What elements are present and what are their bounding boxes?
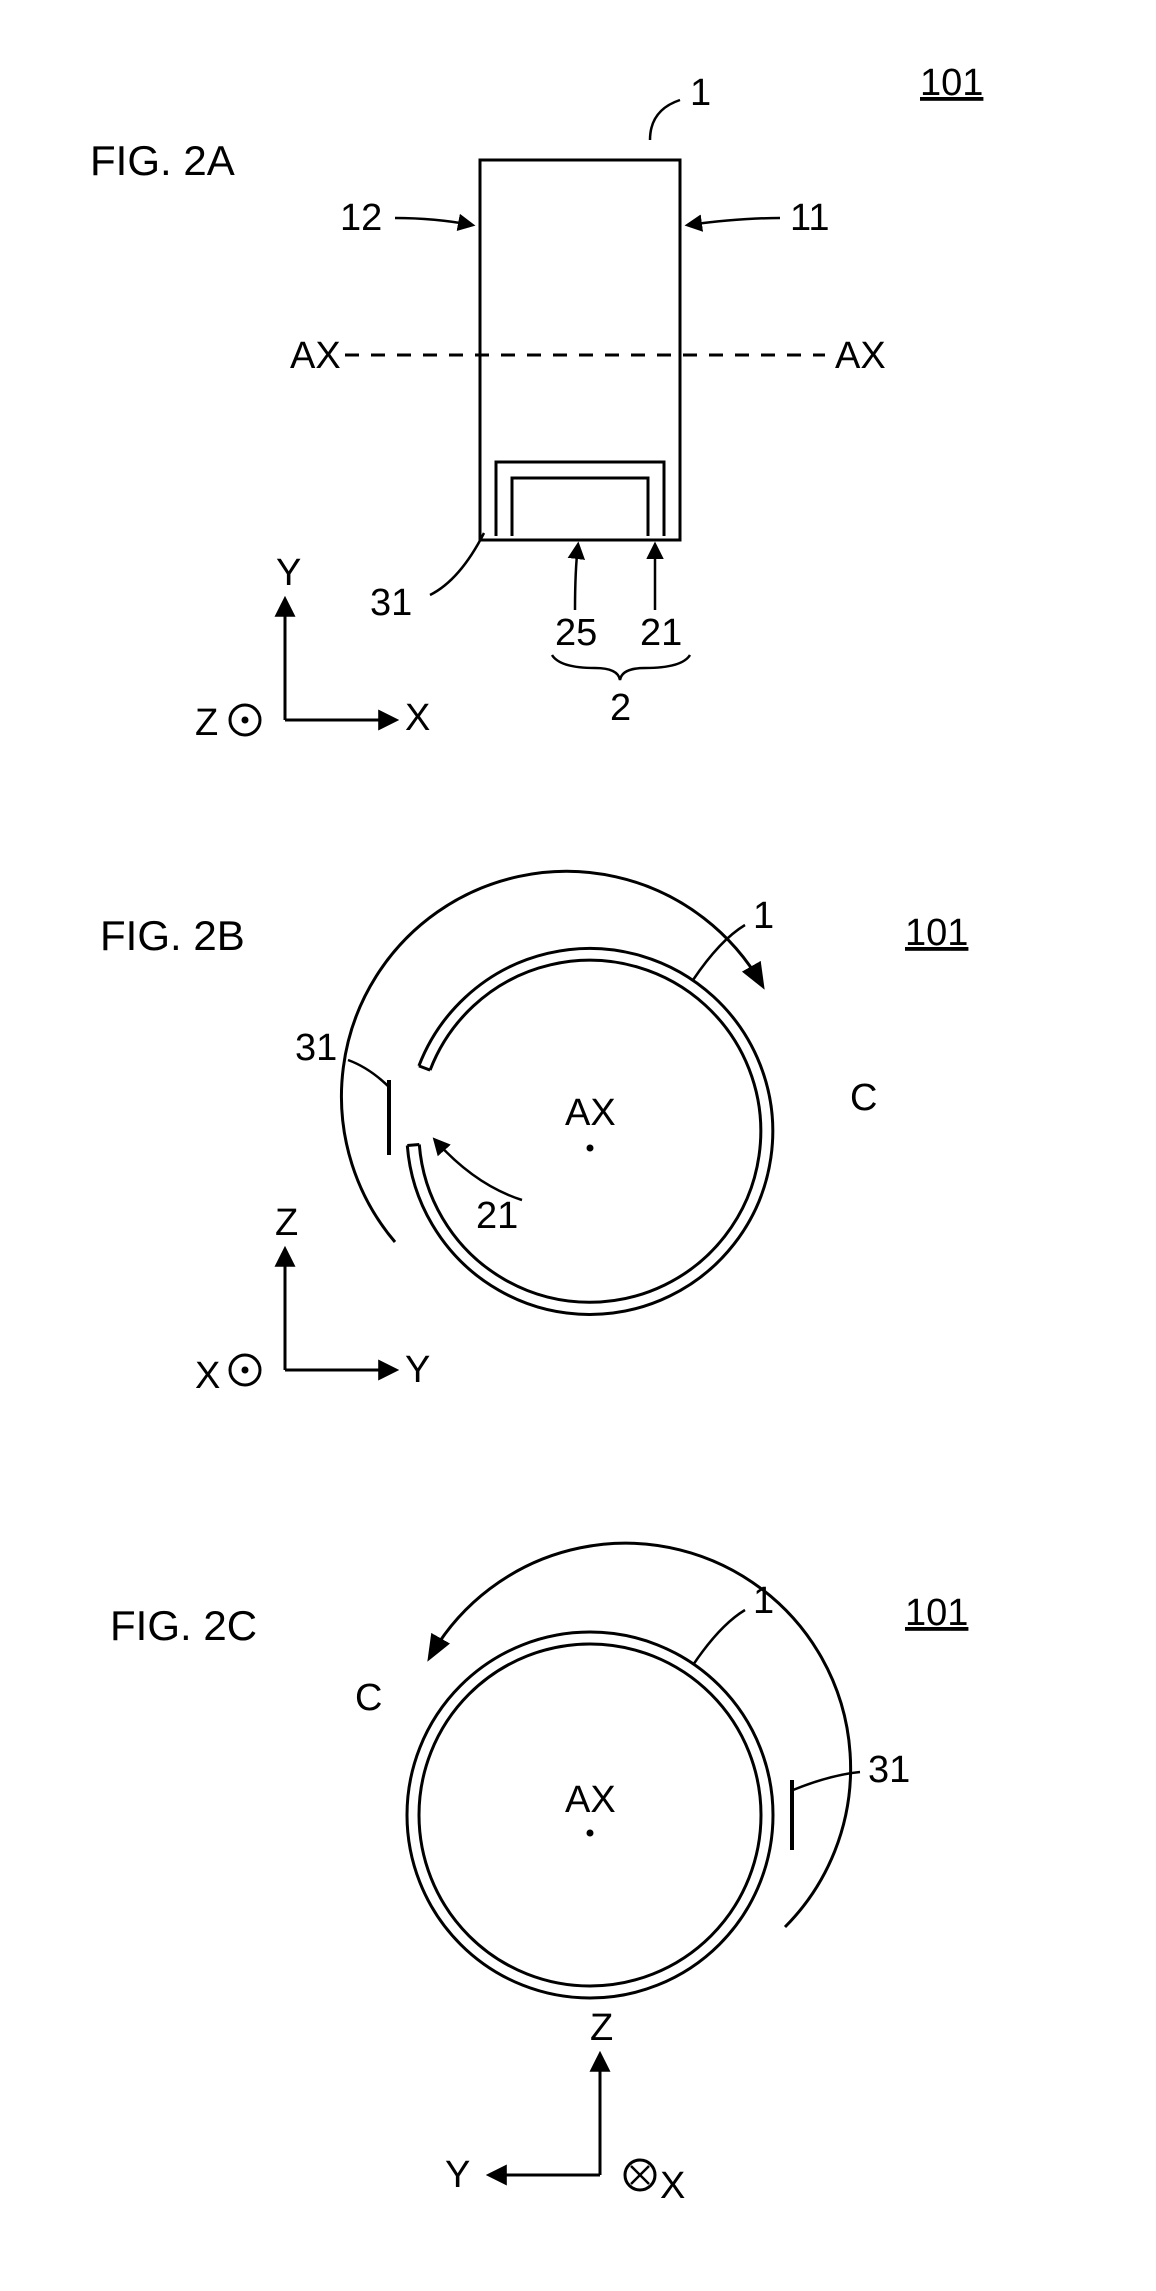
figB-lead-1 bbox=[693, 925, 745, 980]
page: FIG. 2A 101 AX AX 1 11 12 31 25 21 2 Y X… bbox=[0, 0, 1156, 2286]
figA-lead-1 bbox=[650, 100, 680, 140]
figA-ax-left: AX bbox=[290, 335, 341, 377]
figA-axis-Z: Z bbox=[195, 702, 218, 744]
figB-label-31: 31 bbox=[295, 1027, 337, 1069]
figB-arc-C bbox=[341, 871, 762, 1242]
figA-ax-right: AX bbox=[835, 335, 886, 377]
figC-axis-Z: Z bbox=[590, 2007, 613, 2049]
figC-axes: Z Y X bbox=[445, 2007, 685, 2207]
figC-axis-X: X bbox=[660, 2165, 685, 2207]
figB-axis-Y: Y bbox=[405, 1349, 430, 1391]
figA-lead-12 bbox=[395, 218, 472, 225]
figA-label-31: 31 bbox=[370, 582, 412, 624]
figA-axis-X: X bbox=[405, 697, 430, 739]
figA-coil-outer bbox=[496, 462, 664, 536]
figA-label-25: 25 bbox=[555, 612, 597, 654]
figA-label-12: 12 bbox=[340, 197, 382, 239]
patent-figure-svg: FIG. 2A 101 AX AX 1 11 12 31 25 21 2 Y X… bbox=[0, 0, 1156, 2286]
figA-lead-31 bbox=[430, 533, 484, 595]
figA-axis-Y: Y bbox=[276, 552, 301, 594]
figC-label-31: 31 bbox=[868, 1749, 910, 1791]
figB-label-1: 1 bbox=[753, 895, 774, 937]
figC-title: FIG. 2C bbox=[110, 1602, 257, 1649]
figC-ref-101: 101 bbox=[905, 1592, 968, 1634]
figB-title: FIG. 2B bbox=[100, 912, 245, 959]
figC-label-1: 1 bbox=[753, 1580, 774, 1622]
figA-ref-101: 101 bbox=[920, 62, 983, 104]
figC-ax-label: AX bbox=[565, 1779, 616, 1821]
figC-ax-dot bbox=[587, 1830, 594, 1837]
figA-axes: Y X Z bbox=[195, 552, 430, 744]
figB-lead-21 bbox=[435, 1140, 522, 1200]
figC-axis-Y: Y bbox=[445, 2154, 470, 2196]
figC-label-C: C bbox=[355, 1677, 382, 1719]
figB-axis-X: X bbox=[195, 1355, 220, 1397]
figA-label-11: 11 bbox=[790, 197, 829, 239]
figC-arc-C bbox=[430, 1543, 851, 1927]
figA-brace bbox=[552, 655, 690, 680]
figC-lead-1 bbox=[693, 1610, 745, 1665]
figB-label-21: 21 bbox=[476, 1195, 518, 1237]
figA-title: FIG. 2A bbox=[90, 137, 235, 184]
figA-label-1: 1 bbox=[690, 72, 711, 114]
figB-ax-label: AX bbox=[565, 1092, 616, 1134]
figA-lead-11 bbox=[688, 218, 780, 225]
figB-ax-dot bbox=[587, 1145, 594, 1152]
figA-rect-body bbox=[480, 160, 680, 540]
figB-axes: Z Y X bbox=[195, 1202, 430, 1397]
figA-coil-inner bbox=[512, 478, 648, 536]
figA-lead-25 bbox=[575, 545, 578, 610]
figA-label-21: 21 bbox=[640, 612, 682, 654]
figB-ref-101: 101 bbox=[905, 912, 968, 954]
figB-axis-Z: Z bbox=[275, 1202, 298, 1244]
figB-lead-31 bbox=[348, 1060, 390, 1088]
figA-label-2: 2 bbox=[610, 687, 631, 729]
figB-label-C: C bbox=[850, 1077, 877, 1119]
